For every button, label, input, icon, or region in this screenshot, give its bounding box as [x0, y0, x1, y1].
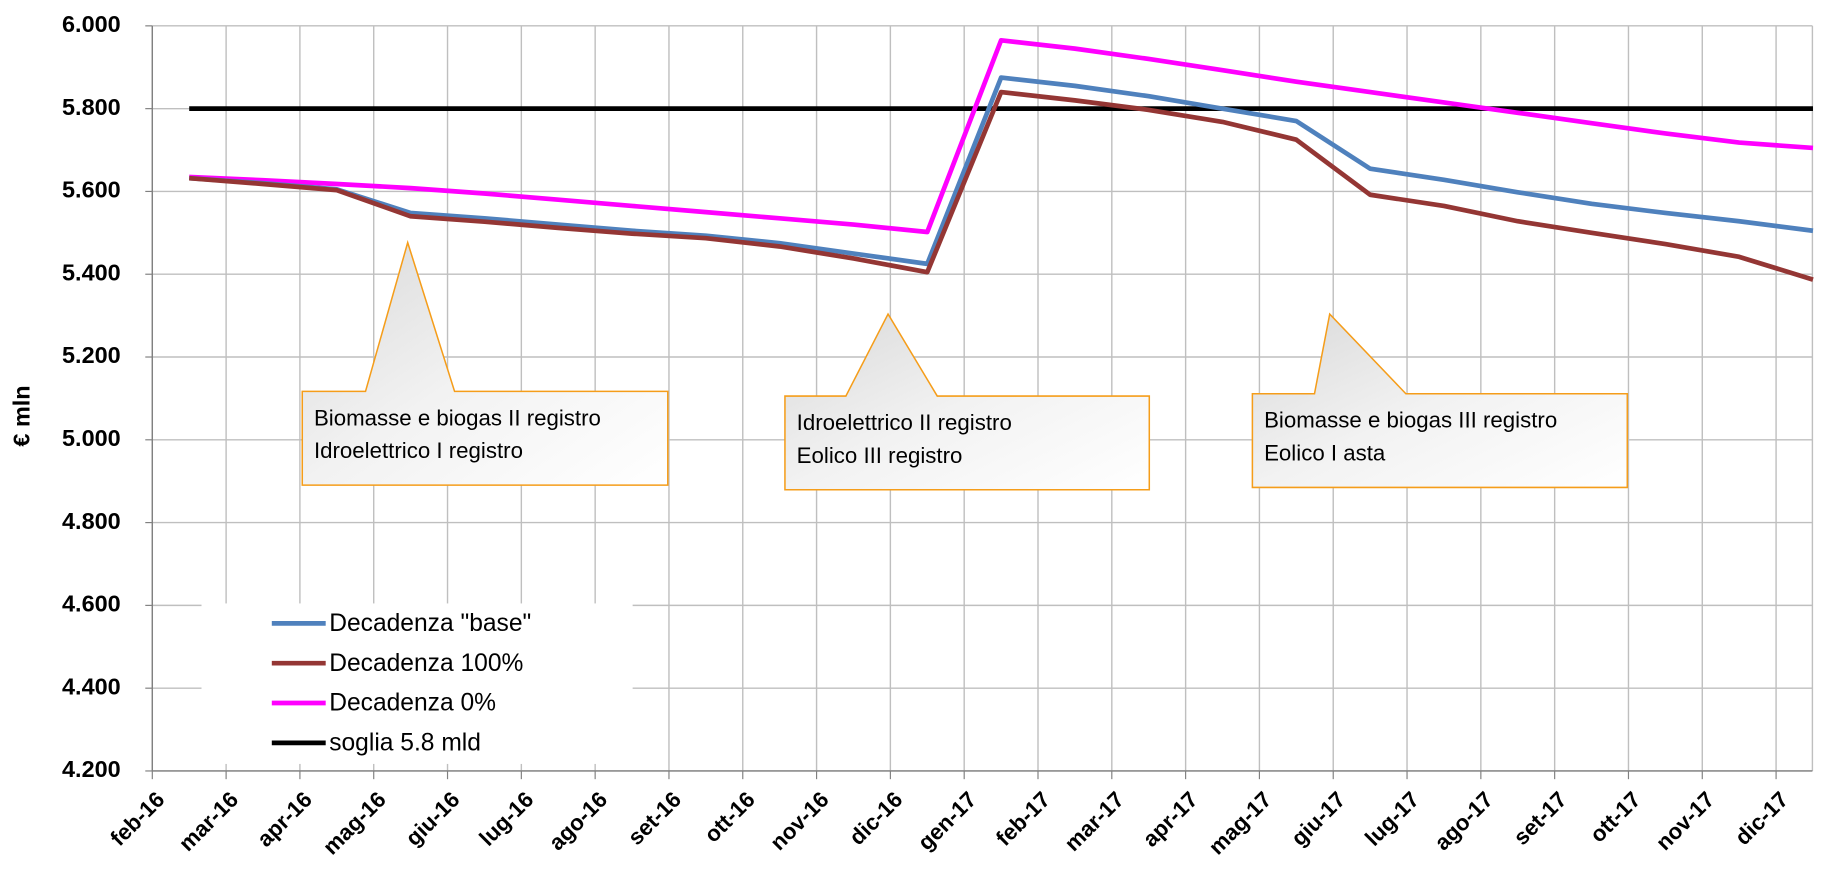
x-tick-label: ott-16	[699, 787, 760, 848]
legend-box	[201, 603, 633, 764]
series-line	[189, 75, 1814, 267]
x-tick-label: mag-16	[318, 787, 391, 860]
legend-label: soglia 5.8 mld	[329, 730, 481, 757]
legend-label: Decadenza "base"	[329, 610, 531, 637]
annotation-text: Eolico III registro	[797, 443, 963, 468]
x-tick-label: gen-17	[913, 787, 981, 855]
x-tick-label: set-17	[1509, 787, 1572, 850]
plot-lines	[189, 38, 1814, 282]
x-tick-label: mar-16	[174, 787, 243, 856]
x-tick-label: giu-17	[1286, 787, 1350, 851]
x-tick-label: mar-17	[1060, 787, 1129, 856]
x-tick-label: dic-16	[844, 787, 907, 850]
x-tick-label: dic-17	[1730, 787, 1793, 850]
annotation-text: Idroelettrico II registro	[797, 410, 1012, 435]
callout	[784, 312, 1151, 491]
y-tick-label: 5.400	[62, 259, 121, 285]
annotation-text: Eolico I asta	[1264, 441, 1386, 466]
x-tick-label: lug-17	[1360, 787, 1424, 851]
y-axis-label: € mln	[9, 385, 35, 446]
x-tick-label: ott-17	[1585, 787, 1646, 848]
legend: Decadenza "base" Decadenza 100% Decadenza …	[201, 603, 633, 764]
y-tick-label: 4.400	[62, 673, 121, 699]
annotations: Biomasse e biogas II registro Idroelettri…	[301, 239, 1629, 491]
y-tick-label: 4.600	[62, 591, 121, 617]
y-tick-label: 5.200	[62, 342, 121, 368]
callout	[1251, 312, 1629, 489]
x-tick-label: ago-17	[1430, 787, 1498, 855]
y-tick-label: 6.000	[62, 11, 121, 37]
y-tick-label: 5.000	[62, 425, 121, 451]
annotation-text: Biomasse e biogas III registro	[1264, 408, 1557, 433]
series-line	[189, 89, 1814, 282]
x-tick-label: feb-16	[105, 787, 169, 851]
x-tick-label: apr-17	[1138, 787, 1203, 852]
x-tick-label: nov-17	[1651, 787, 1719, 855]
y-tick-label: 5.600	[62, 177, 121, 203]
x-tick-label: apr-16	[252, 787, 317, 852]
callout	[301, 239, 669, 486]
y-tick-label: 4.800	[62, 508, 121, 534]
annotation-text: Biomasse e biogas II registro	[314, 405, 601, 430]
x-tick-label: set-16	[623, 787, 686, 850]
x-tick-label: lug-16	[474, 787, 538, 851]
legend-label: Decadenza 0%	[329, 690, 496, 717]
x-tick-label: ago-16	[544, 787, 612, 855]
x-tick-label: nov-16	[765, 787, 833, 855]
legend-label: Decadenza 100%	[329, 650, 523, 677]
annotation-text: Idroelettrico I registro	[314, 438, 523, 463]
y-tick-label: 4.200	[62, 756, 121, 782]
x-tick-label: feb-17	[991, 787, 1055, 851]
x-tick-label: giu-16	[401, 787, 465, 851]
series-line	[189, 38, 1814, 235]
y-tick-label: 5.800	[62, 94, 121, 120]
x-tick-label: mag-17	[1204, 787, 1277, 860]
